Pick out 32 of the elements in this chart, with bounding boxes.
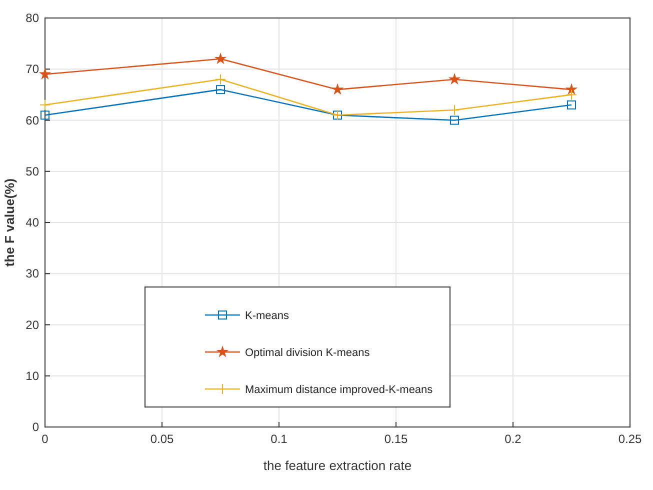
y-tick-label: 50 bbox=[26, 164, 40, 178]
point bbox=[40, 99, 50, 110]
x-tick-label: 0.15 bbox=[384, 432, 408, 446]
point bbox=[215, 74, 226, 85]
legend-label: Optimal division K-means bbox=[245, 347, 370, 359]
x-axis-title: the feature extraction rate bbox=[263, 458, 412, 473]
legend-label: K-means bbox=[245, 310, 290, 322]
y-tick-label: 40 bbox=[26, 216, 40, 230]
x-tick-label: 0.25 bbox=[618, 432, 642, 446]
x-tick-label: 0.2 bbox=[504, 432, 522, 446]
point bbox=[40, 68, 50, 79]
x-tick-label: 0 bbox=[42, 432, 49, 446]
y-tick-label: 60 bbox=[26, 113, 40, 128]
point bbox=[449, 104, 460, 116]
point bbox=[566, 89, 577, 100]
point bbox=[332, 84, 343, 94]
point bbox=[216, 85, 225, 94]
y-axis-title: the F value(%) bbox=[2, 178, 17, 267]
y-tick-label: 30 bbox=[26, 266, 40, 281]
point bbox=[450, 116, 459, 125]
legend-label: Maximum distance improved-K-means bbox=[245, 384, 434, 396]
y-tick-label: 80 bbox=[26, 11, 40, 25]
y-tick-label: 70 bbox=[26, 62, 40, 76]
y-tick-label: 0 bbox=[32, 420, 40, 434]
x-tick-label: 0.05 bbox=[150, 432, 174, 446]
x-tick-label: 0.1 bbox=[270, 432, 288, 446]
point bbox=[215, 54, 226, 64]
y-tick-label: 20 bbox=[26, 318, 40, 332]
point bbox=[40, 110, 50, 120]
y-tick-label: 10 bbox=[26, 368, 40, 383]
point bbox=[449, 74, 460, 84]
point bbox=[567, 100, 576, 110]
